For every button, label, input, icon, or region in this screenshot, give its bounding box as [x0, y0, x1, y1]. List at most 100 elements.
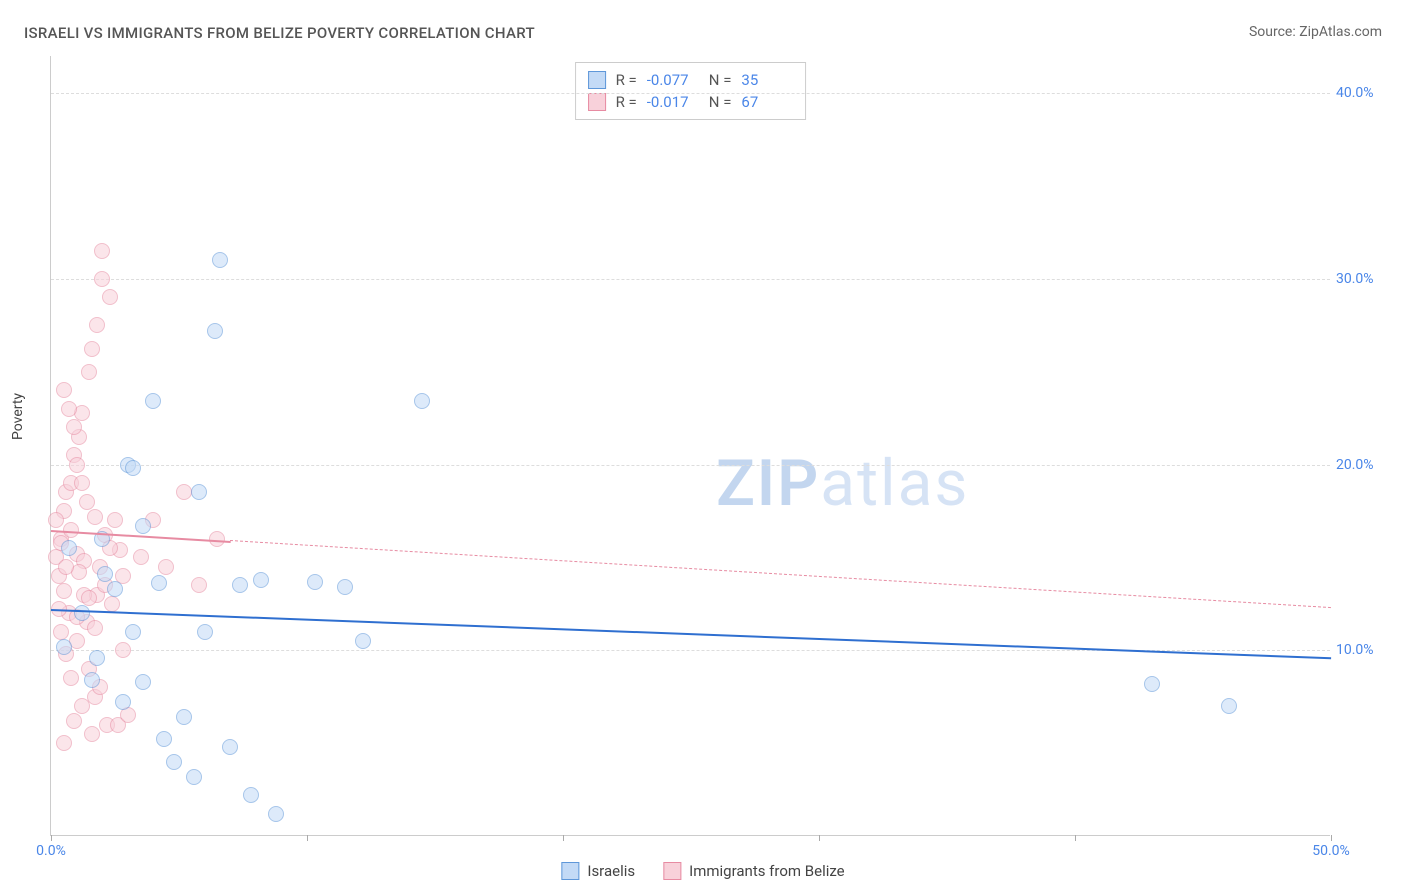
data-point-blue: [107, 581, 123, 597]
data-point-blue: [207, 323, 223, 339]
y-tick-label: 30.0%: [1336, 271, 1386, 287]
legend-item-israelis: Israelis: [561, 862, 635, 880]
data-point-pink: [94, 271, 110, 287]
data-point-pink: [158, 559, 174, 575]
swatch-blue-icon: [561, 862, 579, 880]
data-point-blue: [74, 605, 90, 621]
data-point-pink: [84, 726, 100, 742]
gridline-h: [51, 93, 1330, 94]
plot-area: ZIPatlas R = -0.077 N = 35 R = -0.017 N …: [50, 56, 1330, 836]
data-point-pink: [89, 317, 105, 333]
r-value-pink: -0.017: [647, 93, 699, 111]
data-point-blue: [156, 731, 172, 747]
data-point-blue: [222, 739, 238, 755]
legend-label-belize: Immigrants from Belize: [689, 862, 845, 880]
data-point-blue: [125, 460, 141, 476]
swatch-blue-icon: [588, 71, 606, 89]
data-point-pink: [74, 475, 90, 491]
data-point-blue: [268, 806, 284, 822]
watermark-rest: atlas: [820, 446, 969, 521]
data-point-pink: [176, 484, 192, 500]
watermark-zip: ZIP: [716, 446, 820, 521]
r-label: R =: [616, 93, 637, 111]
data-point-pink: [58, 559, 74, 575]
data-point-pink: [63, 670, 79, 686]
data-point-blue: [145, 393, 161, 409]
data-point-blue: [89, 650, 105, 666]
data-point-blue: [212, 252, 228, 268]
stats-row-pink: R = -0.017 N = 67: [588, 91, 794, 113]
data-point-pink: [56, 382, 72, 398]
data-point-blue: [135, 518, 151, 534]
data-point-pink: [104, 596, 120, 612]
gridline-h: [51, 465, 1330, 466]
data-point-pink: [56, 735, 72, 751]
y-tick-label: 10.0%: [1336, 642, 1386, 658]
gridline-h: [51, 279, 1330, 280]
data-point-blue: [232, 577, 248, 593]
data-point-blue: [337, 579, 353, 595]
data-point-blue: [414, 393, 430, 409]
data-point-blue: [186, 769, 202, 785]
data-point-blue: [125, 624, 141, 640]
r-label: R =: [616, 71, 637, 89]
chart-title: ISRAELI VS IMMIGRANTS FROM BELIZE POVERT…: [24, 24, 535, 42]
n-label: N =: [709, 93, 732, 111]
legend-label-israelis: Israelis: [587, 862, 635, 880]
data-point-pink: [133, 549, 149, 565]
x-tick-label: 50.0%: [1312, 843, 1350, 859]
y-axis-label: Poverty: [10, 393, 26, 440]
data-point-blue: [253, 572, 269, 588]
data-point-pink: [66, 713, 82, 729]
x-tick-mark: [307, 835, 308, 841]
swatch-pink-icon: [663, 862, 681, 880]
data-point-blue: [197, 624, 213, 640]
y-tick-label: 40.0%: [1336, 85, 1386, 101]
x-tick-mark: [819, 835, 820, 841]
swatch-pink-icon: [588, 93, 606, 111]
data-point-pink: [84, 341, 100, 357]
data-point-blue: [355, 633, 371, 649]
x-tick-mark: [563, 835, 564, 841]
n-value-blue: 35: [741, 71, 793, 89]
trendline-pink-dashed: [230, 540, 1331, 608]
x-tick-mark: [1331, 835, 1332, 841]
data-point-pink: [94, 243, 110, 259]
stats-row-blue: R = -0.077 N = 35: [588, 69, 794, 91]
data-point-blue: [97, 566, 113, 582]
data-point-pink: [61, 401, 77, 417]
data-point-blue: [151, 575, 167, 591]
stats-legend: R = -0.077 N = 35 R = -0.017 N = 67: [575, 62, 807, 120]
data-point-pink: [66, 419, 82, 435]
x-tick-mark: [1075, 835, 1076, 841]
data-point-blue: [166, 754, 182, 770]
data-point-pink: [81, 590, 97, 606]
data-point-blue: [1144, 676, 1160, 692]
data-point-blue: [56, 639, 72, 655]
data-point-blue: [176, 709, 192, 725]
data-point-pink: [81, 364, 97, 380]
data-point-blue: [191, 484, 207, 500]
trendline-blue: [51, 609, 1331, 659]
data-point-pink: [69, 457, 85, 473]
data-point-pink: [53, 624, 69, 640]
data-point-pink: [74, 698, 90, 714]
data-point-blue: [115, 694, 131, 710]
legend-item-belize: Immigrants from Belize: [663, 862, 845, 880]
data-point-blue: [307, 574, 323, 590]
x-tick-label: 0.0%: [36, 843, 66, 859]
data-point-pink: [107, 512, 123, 528]
data-point-pink: [79, 494, 95, 510]
data-point-pink: [63, 522, 79, 538]
y-tick-label: 20.0%: [1336, 457, 1386, 473]
source-label: Source: ZipAtlas.com: [1249, 24, 1382, 40]
r-value-blue: -0.077: [647, 71, 699, 89]
watermark: ZIPatlas: [716, 446, 969, 521]
data-point-pink: [87, 620, 103, 636]
n-value-pink: 67: [741, 93, 793, 111]
bottom-legend: Israelis Immigrants from Belize: [561, 862, 844, 880]
data-point-blue: [1221, 698, 1237, 714]
n-label: N =: [709, 71, 732, 89]
data-point-blue: [243, 787, 259, 803]
data-point-pink: [115, 642, 131, 658]
